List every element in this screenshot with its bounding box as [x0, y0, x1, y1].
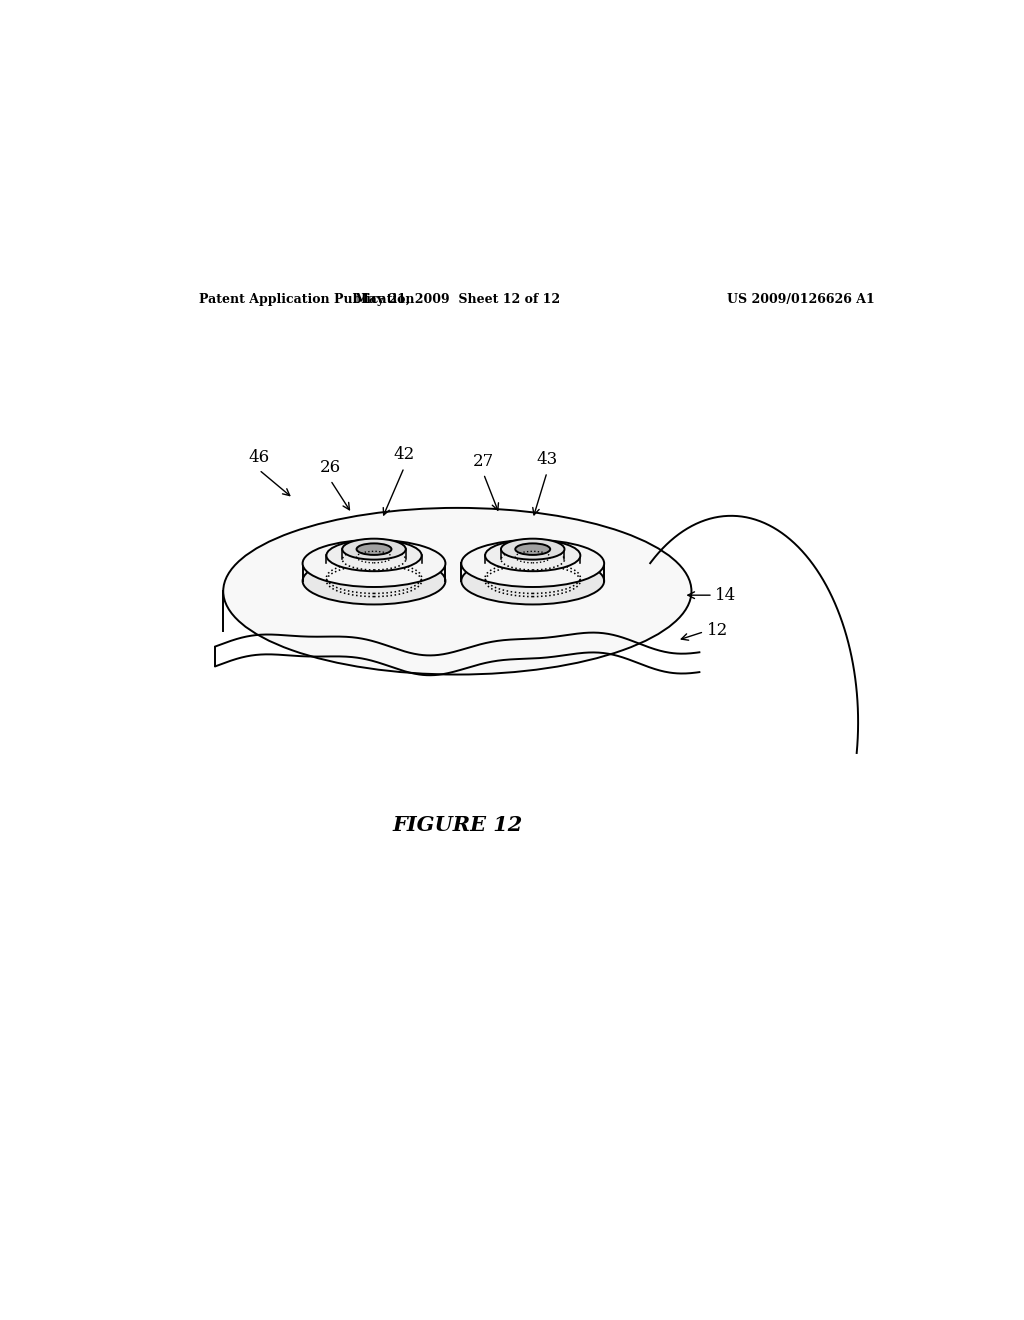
Text: 14: 14 [715, 586, 736, 603]
Ellipse shape [327, 540, 422, 572]
Ellipse shape [342, 539, 406, 560]
Ellipse shape [356, 544, 391, 554]
Text: US 2009/0126626 A1: US 2009/0126626 A1 [727, 293, 874, 306]
Ellipse shape [462, 557, 604, 605]
Text: 43: 43 [537, 451, 558, 469]
Ellipse shape [303, 540, 445, 587]
Text: Patent Application Publication: Patent Application Publication [200, 293, 415, 306]
Text: 46: 46 [249, 449, 269, 466]
Ellipse shape [485, 540, 581, 572]
Ellipse shape [515, 544, 550, 554]
Text: FIGURE 12: FIGURE 12 [392, 816, 522, 836]
Ellipse shape [303, 557, 445, 605]
Text: 26: 26 [319, 459, 341, 477]
Text: 42: 42 [393, 446, 415, 463]
Text: May 21, 2009  Sheet 12 of 12: May 21, 2009 Sheet 12 of 12 [354, 293, 560, 306]
Text: 12: 12 [708, 623, 729, 639]
Text: 27: 27 [473, 453, 495, 470]
Ellipse shape [462, 540, 604, 587]
Ellipse shape [223, 508, 691, 675]
Ellipse shape [501, 539, 564, 560]
